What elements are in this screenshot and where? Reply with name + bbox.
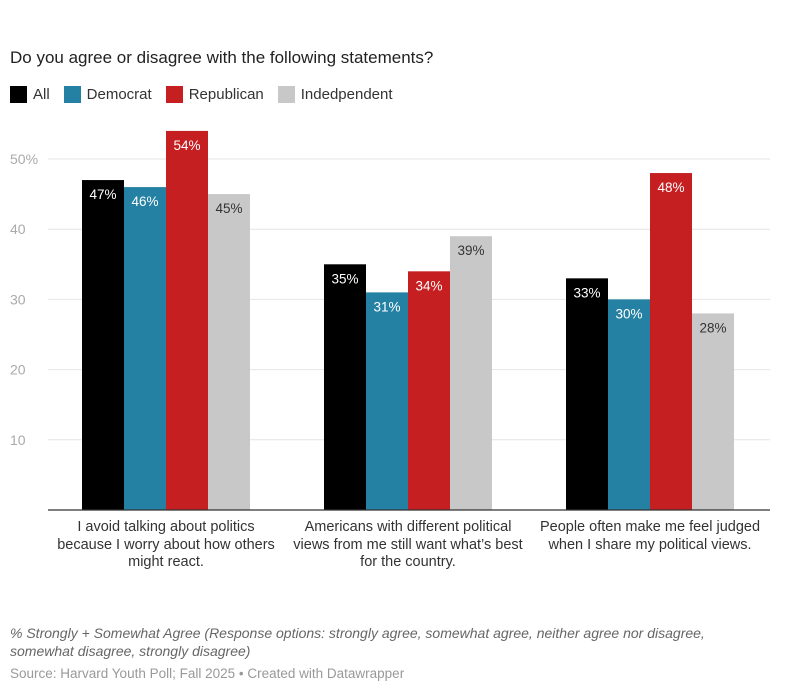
legend-item-republican: Republican [165,86,264,103]
legend-item-all: All [10,86,50,103]
bar [324,264,366,510]
data-label: 46% [131,194,158,209]
bar [566,278,608,510]
legend-swatch [165,86,183,103]
legend-swatch [10,86,27,103]
bar [692,313,734,510]
data-label: 34% [415,278,442,293]
legend: All Democrat Republican Indedpendent [10,86,393,103]
data-label: 45% [215,201,242,216]
y-tick-label: 50% [10,151,38,167]
category-label: People often make me feel judged when I … [539,519,761,553]
data-label: 47% [89,187,116,202]
y-tick-label: 40 [10,221,26,237]
data-label: 33% [573,285,600,300]
bar [124,187,166,510]
y-tick-label: 20 [10,362,26,378]
chart-note: % Strongly + Somewhat Agree (Response op… [10,625,705,659]
chart-source: Source: Harvard Youth Poll; Fall 2025 • … [10,666,405,681]
bar [82,180,124,510]
data-label: 35% [331,271,358,286]
bar [650,173,692,511]
legend-label: Republican [188,86,264,103]
bar [366,292,408,510]
legend-swatch [277,86,295,103]
data-label: 54% [173,138,200,153]
data-label: 39% [457,243,484,258]
bar [166,130,208,511]
y-tick-label: 10 [10,432,26,448]
category-label: I avoid talking about politics because I… [57,519,275,570]
bar [208,194,250,510]
legend-item-democrat: Democrat [63,86,152,103]
legend-label: All [33,86,50,103]
data-label: 31% [373,299,400,314]
legend-swatch [63,86,81,103]
data-label: 30% [615,306,642,321]
legend-label: Democrat [86,86,152,103]
data-label: 28% [699,320,726,335]
legend-label: Indedpendent [300,86,393,103]
data-label: 48% [657,180,684,195]
category-label: Americans with different political views… [293,519,523,570]
chart-title: Do you agree or disagree with the follow… [10,48,434,67]
bar [450,236,492,510]
y-tick-label: 30 [10,291,26,307]
bar [608,299,650,510]
bar [408,271,450,510]
legend-item-independent: Indedpendent [277,86,393,103]
